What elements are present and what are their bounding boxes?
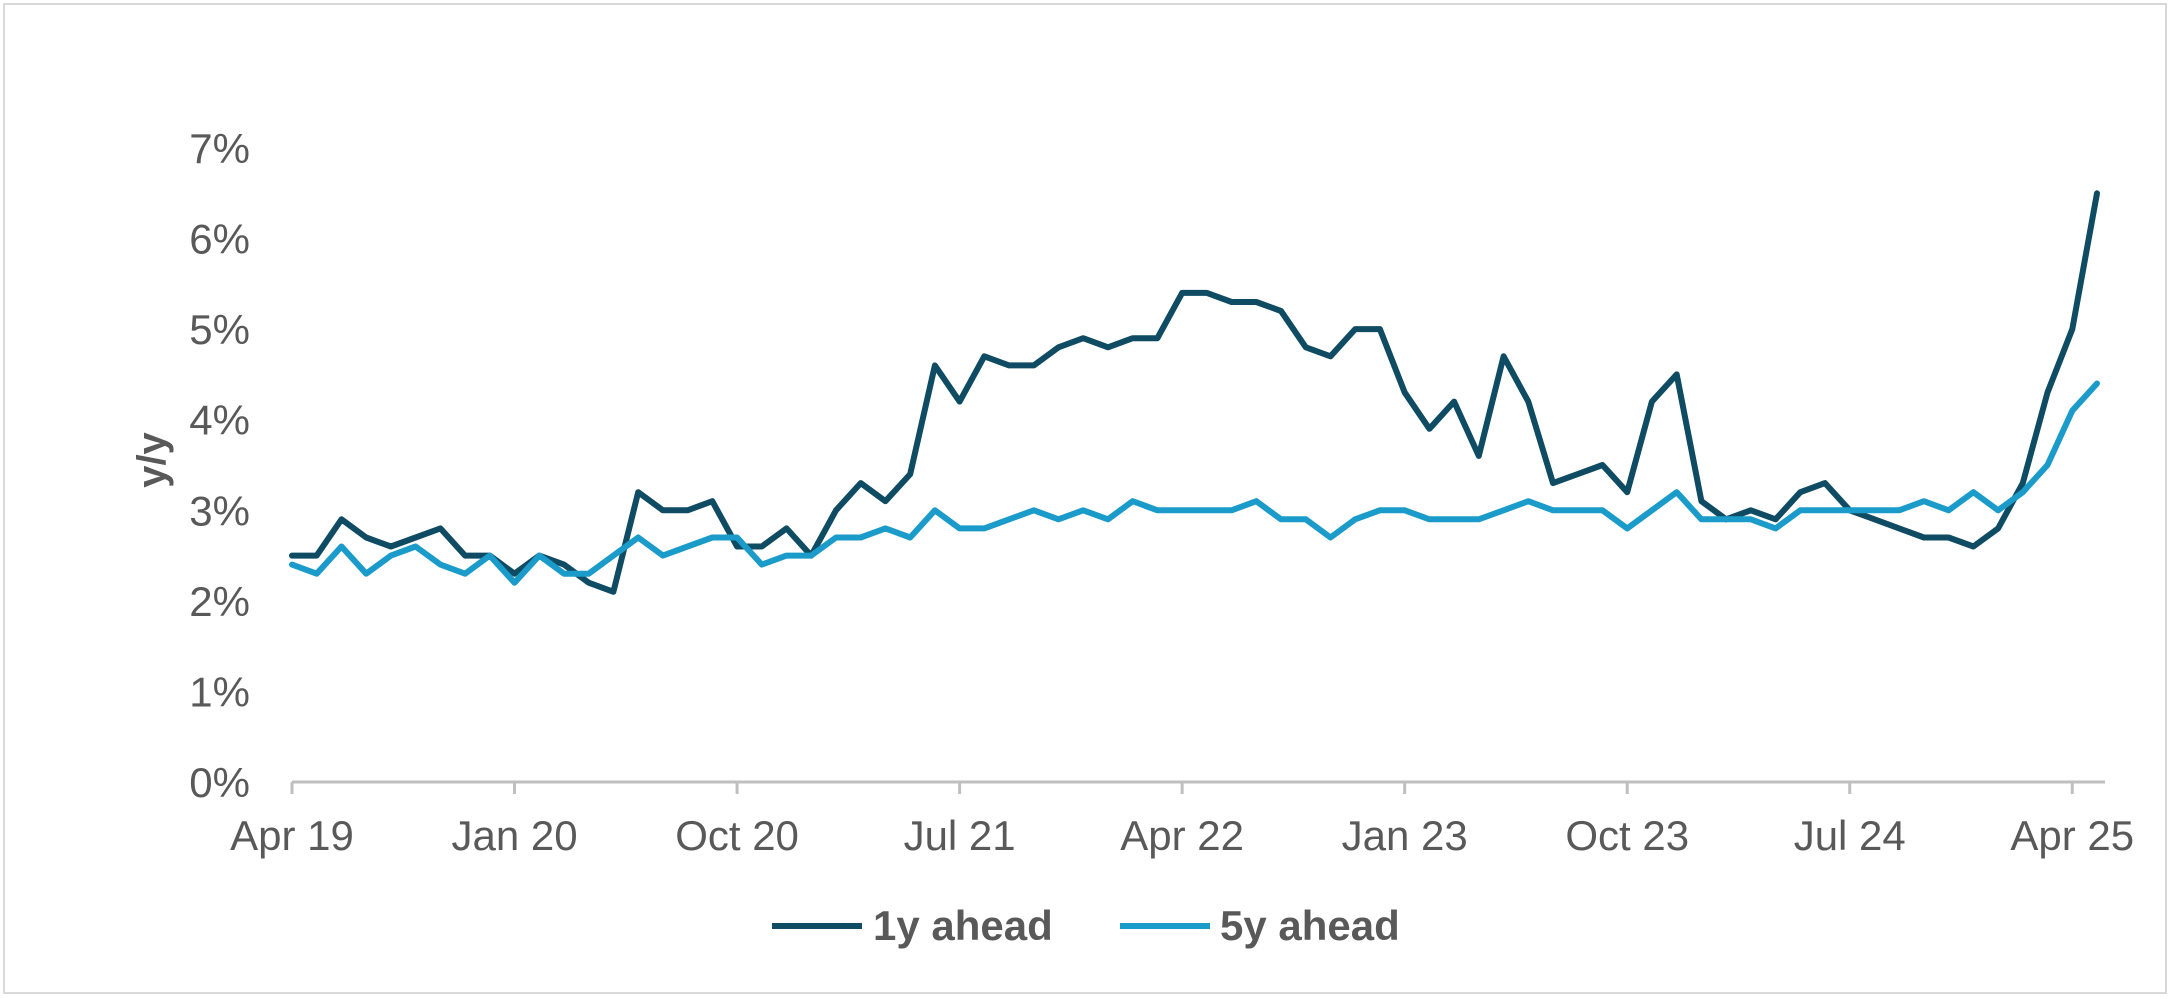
x-axis-ticks [290, 782, 2074, 794]
legend: 1y ahead 5y ahead [772, 902, 1400, 949]
y-tick-label: 4% [189, 397, 250, 444]
legend-label-1y-ahead: 1y ahead [873, 902, 1053, 949]
x-tick-label: Apr 19 [230, 812, 354, 859]
x-tick-label: Oct 20 [675, 812, 799, 859]
x-tick-label: Apr 22 [1120, 812, 1244, 859]
y-tick-label: 0% [189, 759, 250, 806]
x-axis-tick-labels: Apr 19 Jan 20 Oct 20 Jul 21 Apr 22 Jan 23 Oct … [230, 812, 2134, 859]
x-tick-label: Jan 23 [1342, 812, 1468, 859]
x-tick-label: Apr 25 [2010, 812, 2134, 859]
legend-label-5y-ahead: 5y ahead [1220, 902, 1400, 949]
series-lines [289, 190, 2100, 595]
chart-frame [3, 3, 2167, 994]
y-tick-label: 2% [189, 578, 250, 625]
y-tick-label: 3% [189, 487, 250, 534]
y-tick-label: 7% [189, 125, 250, 172]
y-axis-title: y/y [130, 431, 174, 487]
x-tick-label: Jul 24 [1794, 812, 1906, 859]
series-line-1y-ahead [289, 190, 2100, 595]
series-line-5y-ahead [289, 380, 2100, 586]
y-tick-label: 6% [189, 216, 250, 263]
x-tick-label: Oct 23 [1565, 812, 1689, 859]
y-axis-tick-labels: 0% 1% 2% 3% 4% 5% 6% 7% [189, 125, 250, 806]
y-tick-label: 5% [189, 306, 250, 353]
y-tick-label: 1% [189, 668, 250, 715]
x-tick-label: Jan 20 [451, 812, 577, 859]
x-tick-label: Jul 21 [904, 812, 1016, 859]
